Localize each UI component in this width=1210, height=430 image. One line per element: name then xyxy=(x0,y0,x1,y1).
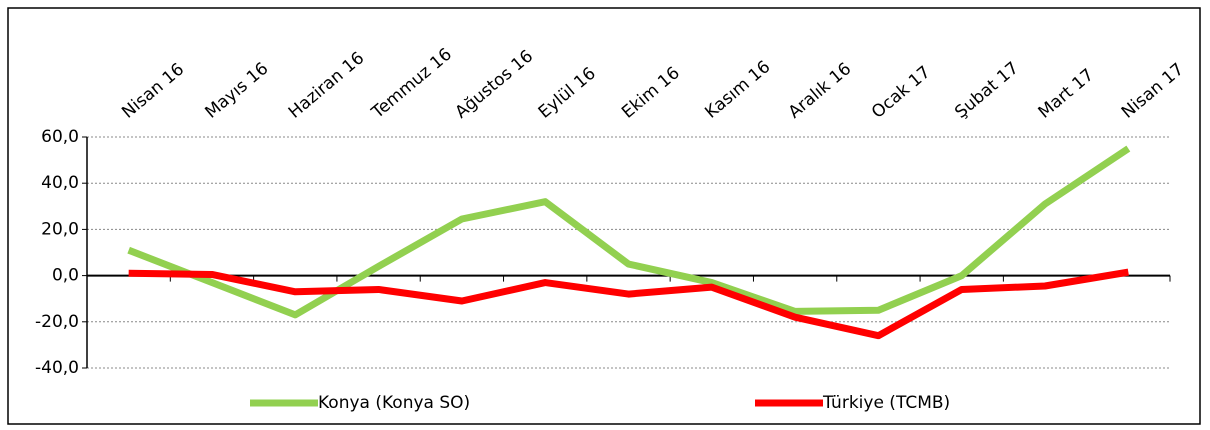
chart-frame xyxy=(7,7,1201,425)
y-tick-label: -40,0 xyxy=(35,358,79,378)
data-line xyxy=(127,145,1131,319)
y-tick-label: 20,0 xyxy=(41,219,79,239)
legend-label: Türkiye (TCMB) xyxy=(822,393,950,413)
y-tick-label: 0,0 xyxy=(52,266,79,286)
y-tick-label: 40,0 xyxy=(41,173,79,193)
y-tick-label: 60,0 xyxy=(41,127,79,147)
data-line xyxy=(128,268,1129,340)
legend-label: Konya (Konya SO) xyxy=(318,393,470,413)
y-tick-label: -20,0 xyxy=(35,312,79,332)
